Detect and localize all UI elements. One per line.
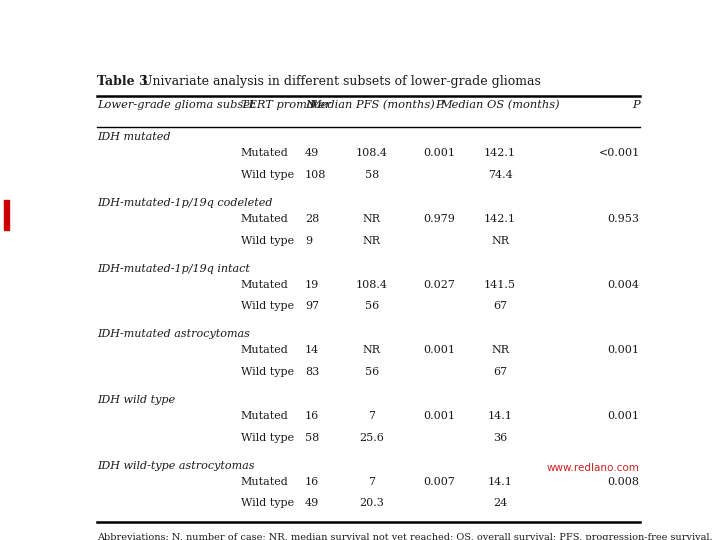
Text: TERT promoter: TERT promoter xyxy=(240,100,330,110)
Text: 0.001: 0.001 xyxy=(423,411,455,421)
Text: Mutated: Mutated xyxy=(240,411,289,421)
Text: 0.027: 0.027 xyxy=(423,280,455,290)
Text: 7: 7 xyxy=(369,411,375,421)
Text: 49: 49 xyxy=(305,148,319,158)
Text: NR: NR xyxy=(491,346,509,355)
Text: Wild type: Wild type xyxy=(240,498,294,509)
Text: IDH-mutated-1p/19q codeleted: IDH-mutated-1p/19q codeleted xyxy=(96,198,272,208)
Text: 25.6: 25.6 xyxy=(359,433,384,443)
Text: 58: 58 xyxy=(364,170,379,180)
Text: P: P xyxy=(435,100,443,110)
Text: 28: 28 xyxy=(305,214,319,224)
Text: 108.4: 108.4 xyxy=(356,148,388,158)
Text: 0.001: 0.001 xyxy=(423,148,455,158)
Text: 14.1: 14.1 xyxy=(487,477,513,487)
Text: N: N xyxy=(305,100,315,110)
Text: 56: 56 xyxy=(364,301,379,312)
Text: IDH mutated: IDH mutated xyxy=(96,132,170,142)
Text: IDH-mutated astrocytomas: IDH-mutated astrocytomas xyxy=(96,329,250,339)
Text: 0.979: 0.979 xyxy=(423,214,455,224)
Text: 0.001: 0.001 xyxy=(608,411,639,421)
Text: 0.001: 0.001 xyxy=(423,346,455,355)
Text: Wild type: Wild type xyxy=(240,367,294,377)
Text: 0.004: 0.004 xyxy=(608,280,639,290)
Text: 16: 16 xyxy=(305,477,319,487)
Text: 16: 16 xyxy=(305,411,319,421)
Text: 7: 7 xyxy=(369,477,375,487)
Text: Wild type: Wild type xyxy=(240,170,294,180)
Text: 9: 9 xyxy=(305,235,312,246)
Text: www.redlano.com: www.redlano.com xyxy=(546,463,639,473)
Text: 108.4: 108.4 xyxy=(356,280,388,290)
Text: 0.008: 0.008 xyxy=(608,477,639,487)
Text: 142.1: 142.1 xyxy=(484,214,516,224)
Text: 20.3: 20.3 xyxy=(359,498,384,509)
Text: Wild type: Wild type xyxy=(240,235,294,246)
Text: NR: NR xyxy=(363,235,381,246)
Text: Abbreviations: N, number of case; NR, median survival not yet reached; OS, overa: Abbreviations: N, number of case; NR, me… xyxy=(96,532,712,540)
Text: 0.001: 0.001 xyxy=(608,346,639,355)
Text: Mutated: Mutated xyxy=(240,148,289,158)
Text: IDH-mutated-1p/19q intact: IDH-mutated-1p/19q intact xyxy=(96,264,250,274)
Text: Mutated: Mutated xyxy=(240,214,289,224)
Text: NR: NR xyxy=(491,235,509,246)
Text: P: P xyxy=(632,100,639,110)
Text: NR: NR xyxy=(363,214,381,224)
Text: Mutated: Mutated xyxy=(240,280,289,290)
Text: 19: 19 xyxy=(305,280,319,290)
Text: 14.1: 14.1 xyxy=(487,411,513,421)
Text: Univariate analysis in different subsets of lower-grade gliomas: Univariate analysis in different subsets… xyxy=(143,75,541,88)
Text: 83: 83 xyxy=(305,367,319,377)
Text: 108: 108 xyxy=(305,170,326,180)
Text: 0.953: 0.953 xyxy=(608,214,639,224)
Text: 67: 67 xyxy=(493,301,507,312)
Text: <0.001: <0.001 xyxy=(598,148,639,158)
Text: 49: 49 xyxy=(305,498,319,509)
Text: IDH wild-type astrocytomas: IDH wild-type astrocytomas xyxy=(96,461,254,471)
Text: 141.5: 141.5 xyxy=(484,280,516,290)
Text: NR: NR xyxy=(363,346,381,355)
Text: Median PFS (months): Median PFS (months) xyxy=(309,100,435,111)
Text: Lower-grade glioma subset: Lower-grade glioma subset xyxy=(96,100,254,110)
Text: Mutated: Mutated xyxy=(240,346,289,355)
Text: 67: 67 xyxy=(493,367,507,377)
Text: Table 3: Table 3 xyxy=(96,75,148,88)
Text: 56: 56 xyxy=(364,367,379,377)
Text: 0.007: 0.007 xyxy=(423,477,455,487)
Text: Mutated: Mutated xyxy=(240,477,289,487)
Text: 14: 14 xyxy=(305,346,319,355)
Text: 36: 36 xyxy=(493,433,508,443)
Text: Wild type: Wild type xyxy=(240,301,294,312)
Text: IDH wild type: IDH wild type xyxy=(96,395,175,405)
Text: Median OS (months): Median OS (months) xyxy=(441,100,560,111)
Text: 142.1: 142.1 xyxy=(484,148,516,158)
Text: 24: 24 xyxy=(493,498,508,509)
Text: Wild type: Wild type xyxy=(240,433,294,443)
Text: 74.4: 74.4 xyxy=(487,170,513,180)
Text: 97: 97 xyxy=(305,301,319,312)
Text: 58: 58 xyxy=(305,433,319,443)
